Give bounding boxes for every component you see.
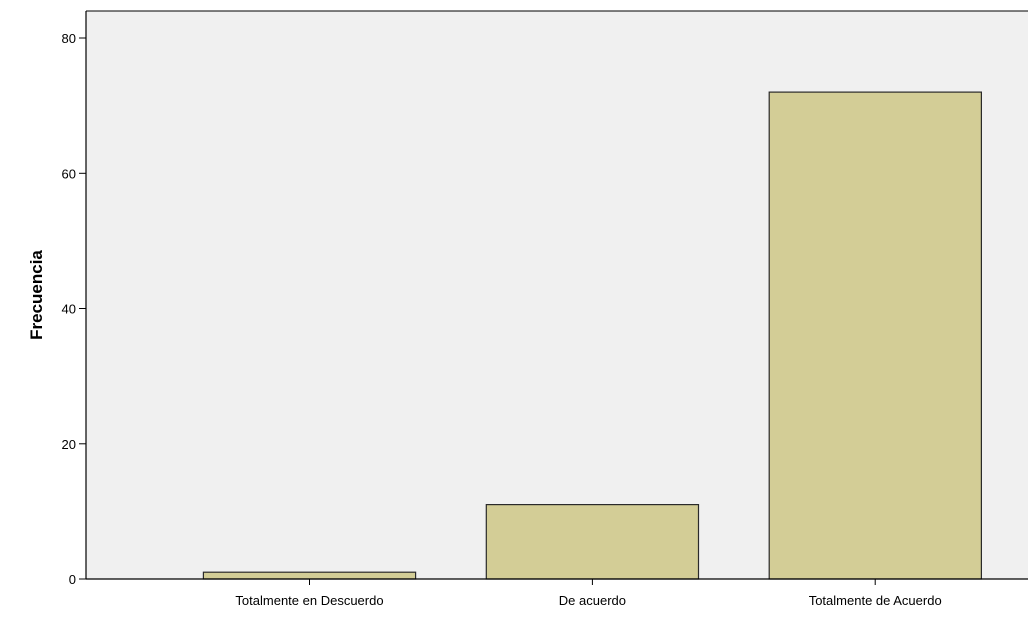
bar-3 xyxy=(768,91,983,580)
bars-group xyxy=(202,91,983,580)
y-axis-title: Frecuencia xyxy=(27,250,46,340)
bar-1 xyxy=(202,571,417,580)
x-tick-label: Totalmente de Acuerdo xyxy=(809,593,942,608)
y-tick-label: 0 xyxy=(69,572,76,587)
x-ticks-group: Totalmente en Descuerdo De acuerdo Totalme… xyxy=(235,579,942,608)
bar-2 xyxy=(485,504,700,580)
x-tick-label: De acuerdo xyxy=(559,593,626,608)
x-tick-label: Totalmente en Descuerdo xyxy=(235,593,383,608)
y-tick-label: 80 xyxy=(62,31,76,46)
y-tick-label: 60 xyxy=(62,166,76,181)
y-tick-label: 20 xyxy=(62,437,76,452)
y-tick-label: 40 xyxy=(62,302,76,317)
y-ticks-group: 0 20 40 60 80 xyxy=(62,31,86,587)
